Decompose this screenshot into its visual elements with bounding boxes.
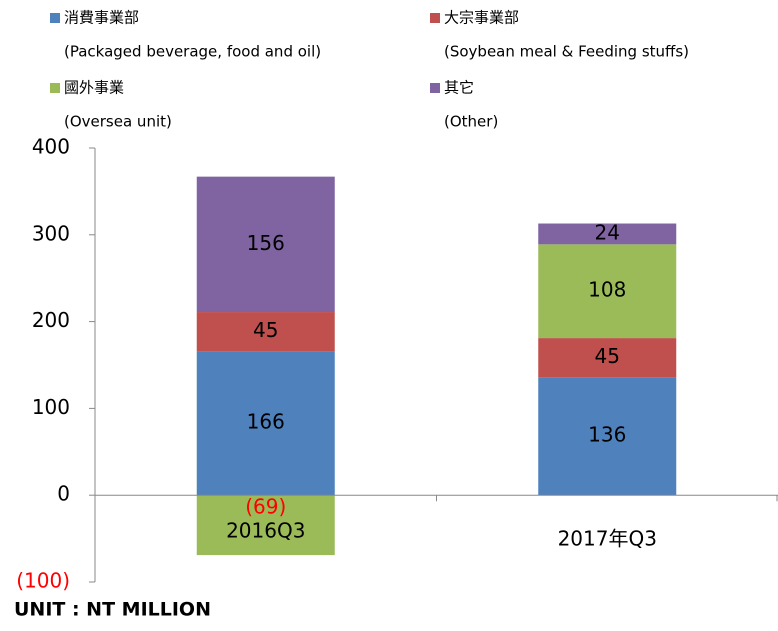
- value-label: 108: [588, 278, 626, 302]
- bar-segment: [196, 176, 335, 313]
- value-label: 45: [595, 344, 620, 368]
- value-label: (69): [245, 495, 286, 519]
- legend-sublabel: (Oversea unit): [64, 113, 172, 131]
- y-tick-label: 300: [32, 221, 70, 245]
- bar-segment: [196, 312, 335, 352]
- x-tick-label: 2017年Q3: [558, 527, 657, 551]
- unit-note: UNIT : NT MILLION: [14, 599, 211, 621]
- bar-segment: [538, 338, 677, 378]
- legend-swatch: [430, 13, 440, 23]
- value-label: 136: [588, 423, 626, 447]
- legend-swatch: [50, 13, 60, 23]
- value-label: 45: [253, 318, 278, 342]
- bar-segment: [196, 495, 335, 556]
- legend-sublabel: (Packaged beverage, food and oil): [64, 43, 321, 61]
- y-tick-label: 400: [32, 135, 70, 159]
- bar-segment: [538, 244, 677, 339]
- value-label: 166: [247, 410, 285, 434]
- bar-segment: [538, 377, 677, 496]
- bar-segment: [538, 223, 677, 245]
- bar-segment: [196, 351, 335, 496]
- value-label: 24: [595, 220, 620, 244]
- legend-label: 消費事業部: [64, 9, 139, 27]
- y-tick-label: 0: [57, 482, 70, 506]
- legend-label: 大宗事業部: [444, 9, 519, 27]
- legend-label: 國外事業: [64, 79, 124, 97]
- y-tick-label: 200: [32, 308, 70, 332]
- y-tick-label: 100: [32, 395, 70, 419]
- y-tick-label: (100): [16, 569, 70, 593]
- legend-swatch: [50, 83, 60, 93]
- legend-swatch: [430, 83, 440, 93]
- value-label: 156: [247, 231, 285, 255]
- legend-label: 其它: [444, 79, 474, 97]
- x-tick-label: 2016Q3: [226, 519, 305, 543]
- legend-sublabel: (Soybean meal & Feeding stuffs): [444, 43, 689, 61]
- legend-sublabel: (Other): [444, 113, 498, 131]
